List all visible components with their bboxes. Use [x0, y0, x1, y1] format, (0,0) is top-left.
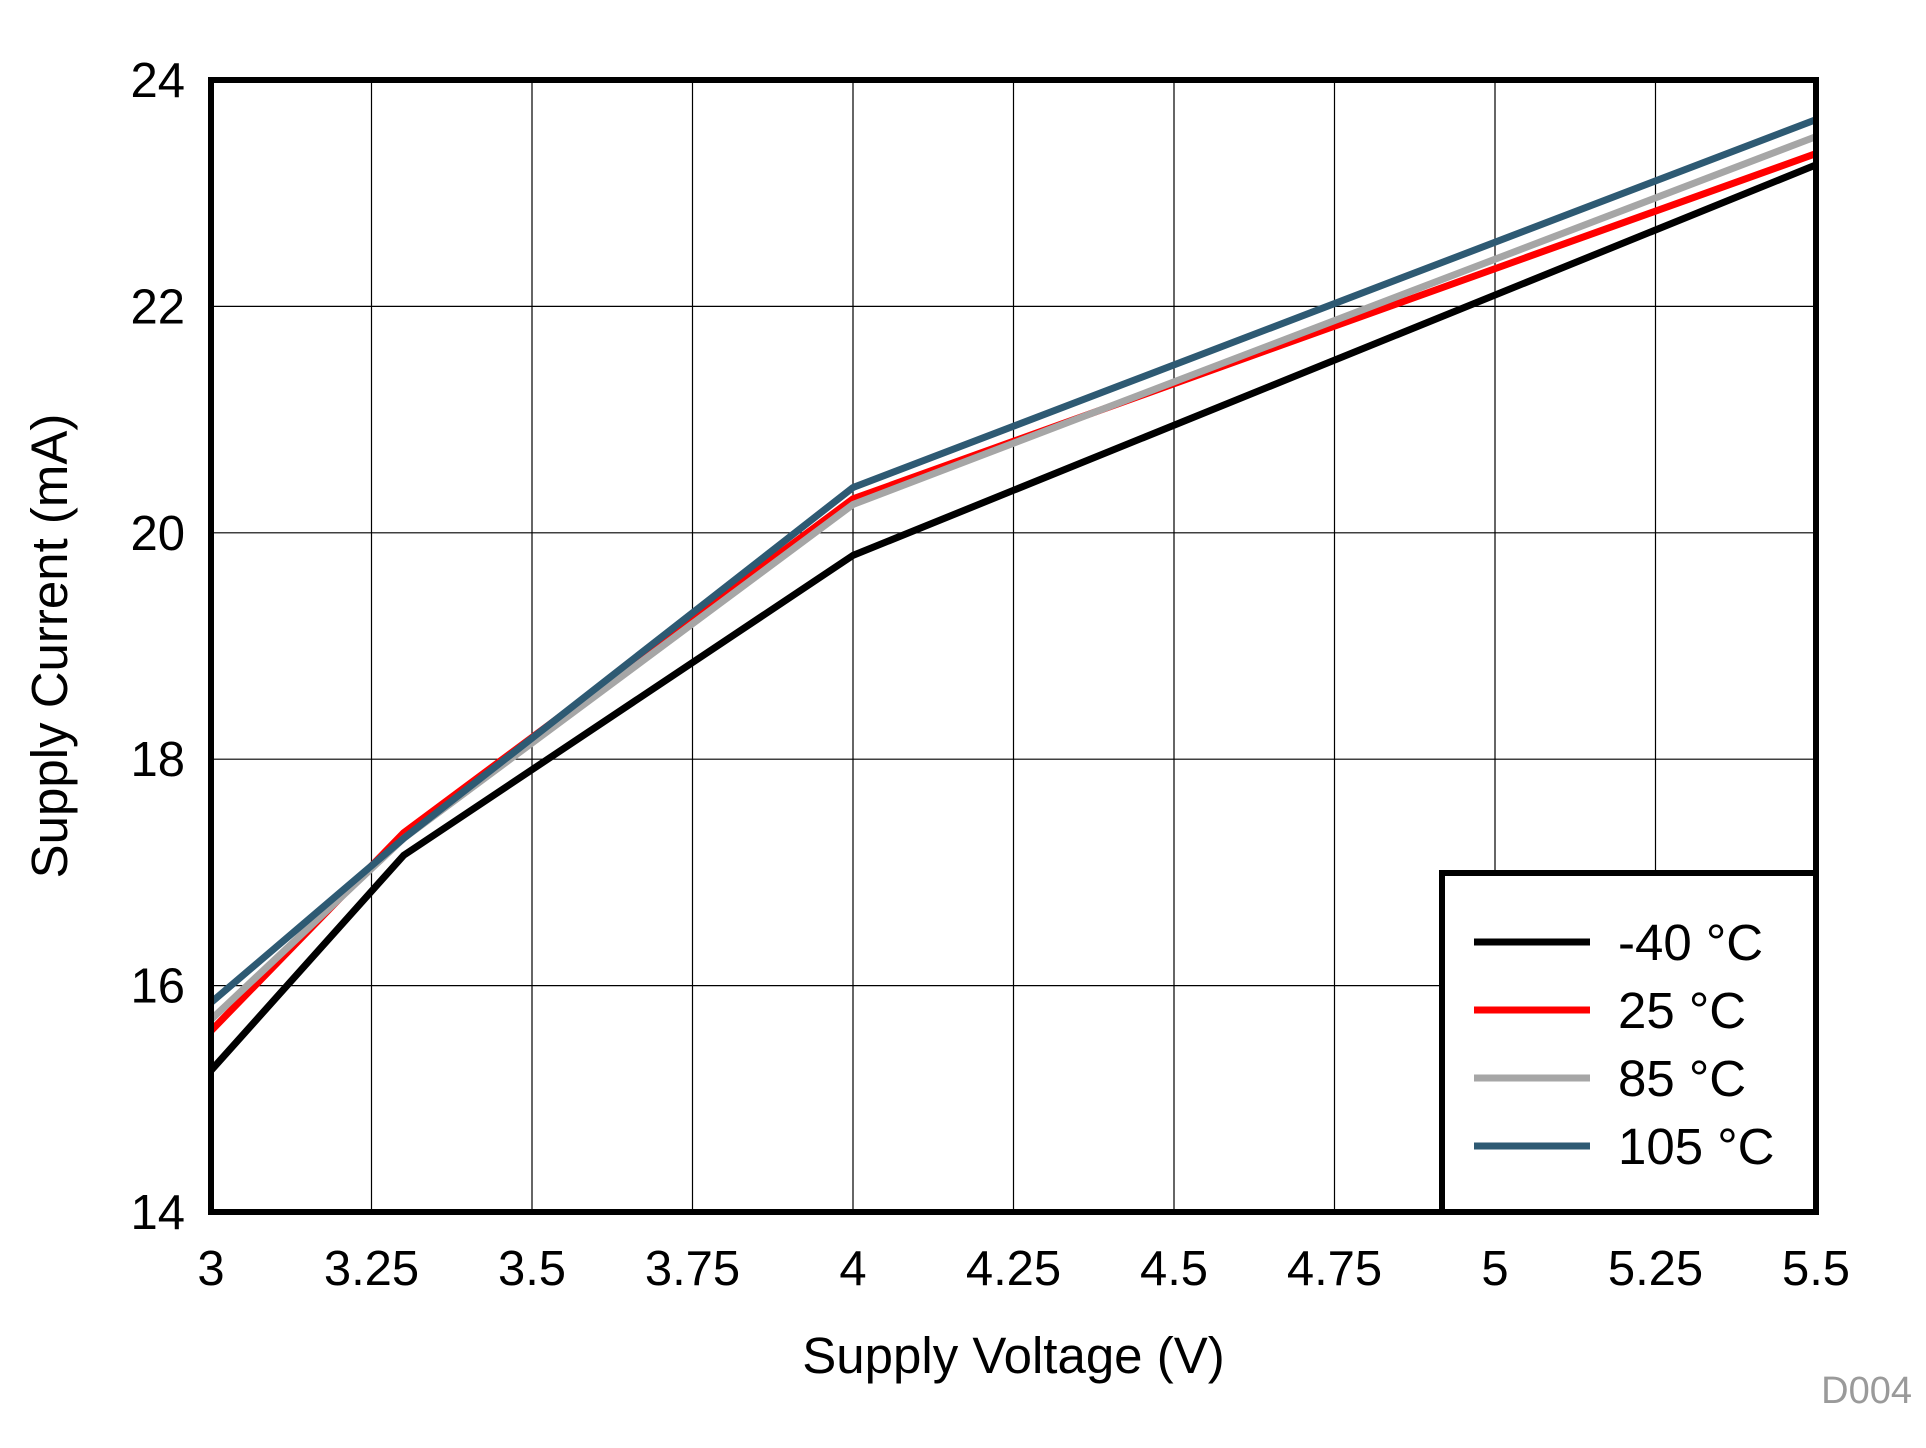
x-tick-label: 4.25: [966, 1242, 1061, 1296]
legend-item: 105 °C: [1474, 1118, 1775, 1175]
legend-items: -40 °C 25 °C 85 °C 105 °C: [1474, 914, 1775, 1175]
legend: -40 °C 25 °C 85 °C 105 °C: [1439, 870, 1819, 1215]
x-tick-label: 4.75: [1287, 1242, 1382, 1296]
x-tick-label: 5.5: [1782, 1242, 1850, 1296]
legend-item: -40 °C: [1474, 914, 1763, 971]
x-tick-label: 4: [839, 1242, 866, 1296]
legend-label: 85 °C: [1618, 1050, 1746, 1107]
legend-box: [1439, 870, 1819, 1215]
x-axis-title: Supply Voltage (V): [802, 1327, 1224, 1384]
legend-label: 25 °C: [1618, 982, 1746, 1039]
figure-id: D004: [1821, 1370, 1912, 1412]
y-tick-label: 14: [130, 1186, 185, 1240]
legend-item: 25 °C: [1474, 982, 1746, 1039]
x-tick-label: 5: [1481, 1242, 1508, 1296]
x-tick-label: 5.25: [1608, 1242, 1703, 1296]
x-tick-label: 4.5: [1140, 1242, 1208, 1296]
series-line: [208, 116, 1818, 1006]
x-tick-label: 3.75: [645, 1242, 740, 1296]
x-tick-label: 3: [197, 1242, 224, 1296]
y-tick-labels: 14 16 18 20 22 24: [130, 54, 185, 1240]
series-line: [208, 161, 1818, 1073]
legend-label: 105 °C: [1618, 1118, 1775, 1175]
x-tick-label: 3.25: [324, 1242, 419, 1296]
y-tick-label: 22: [130, 280, 185, 334]
series-line: [208, 133, 1818, 1023]
y-axis-title: Supply Current (mA): [21, 414, 78, 879]
y-tick-label: 24: [130, 54, 185, 108]
y-tick-label: 16: [130, 960, 185, 1014]
y-tick-label: 20: [130, 507, 185, 561]
y-tick-label: 18: [130, 733, 185, 787]
x-tick-labels: 3 3.25 3.5 3.75 4 4.25 4.5 4.75 5 5.25 5.5: [197, 1242, 1850, 1296]
series-lines: [208, 116, 1818, 1073]
legend-label: -40 °C: [1618, 914, 1763, 971]
plot-frame: [208, 77, 1819, 1215]
legend-item: 85 °C: [1474, 1050, 1746, 1107]
x-tick-label: 3.5: [498, 1242, 566, 1296]
